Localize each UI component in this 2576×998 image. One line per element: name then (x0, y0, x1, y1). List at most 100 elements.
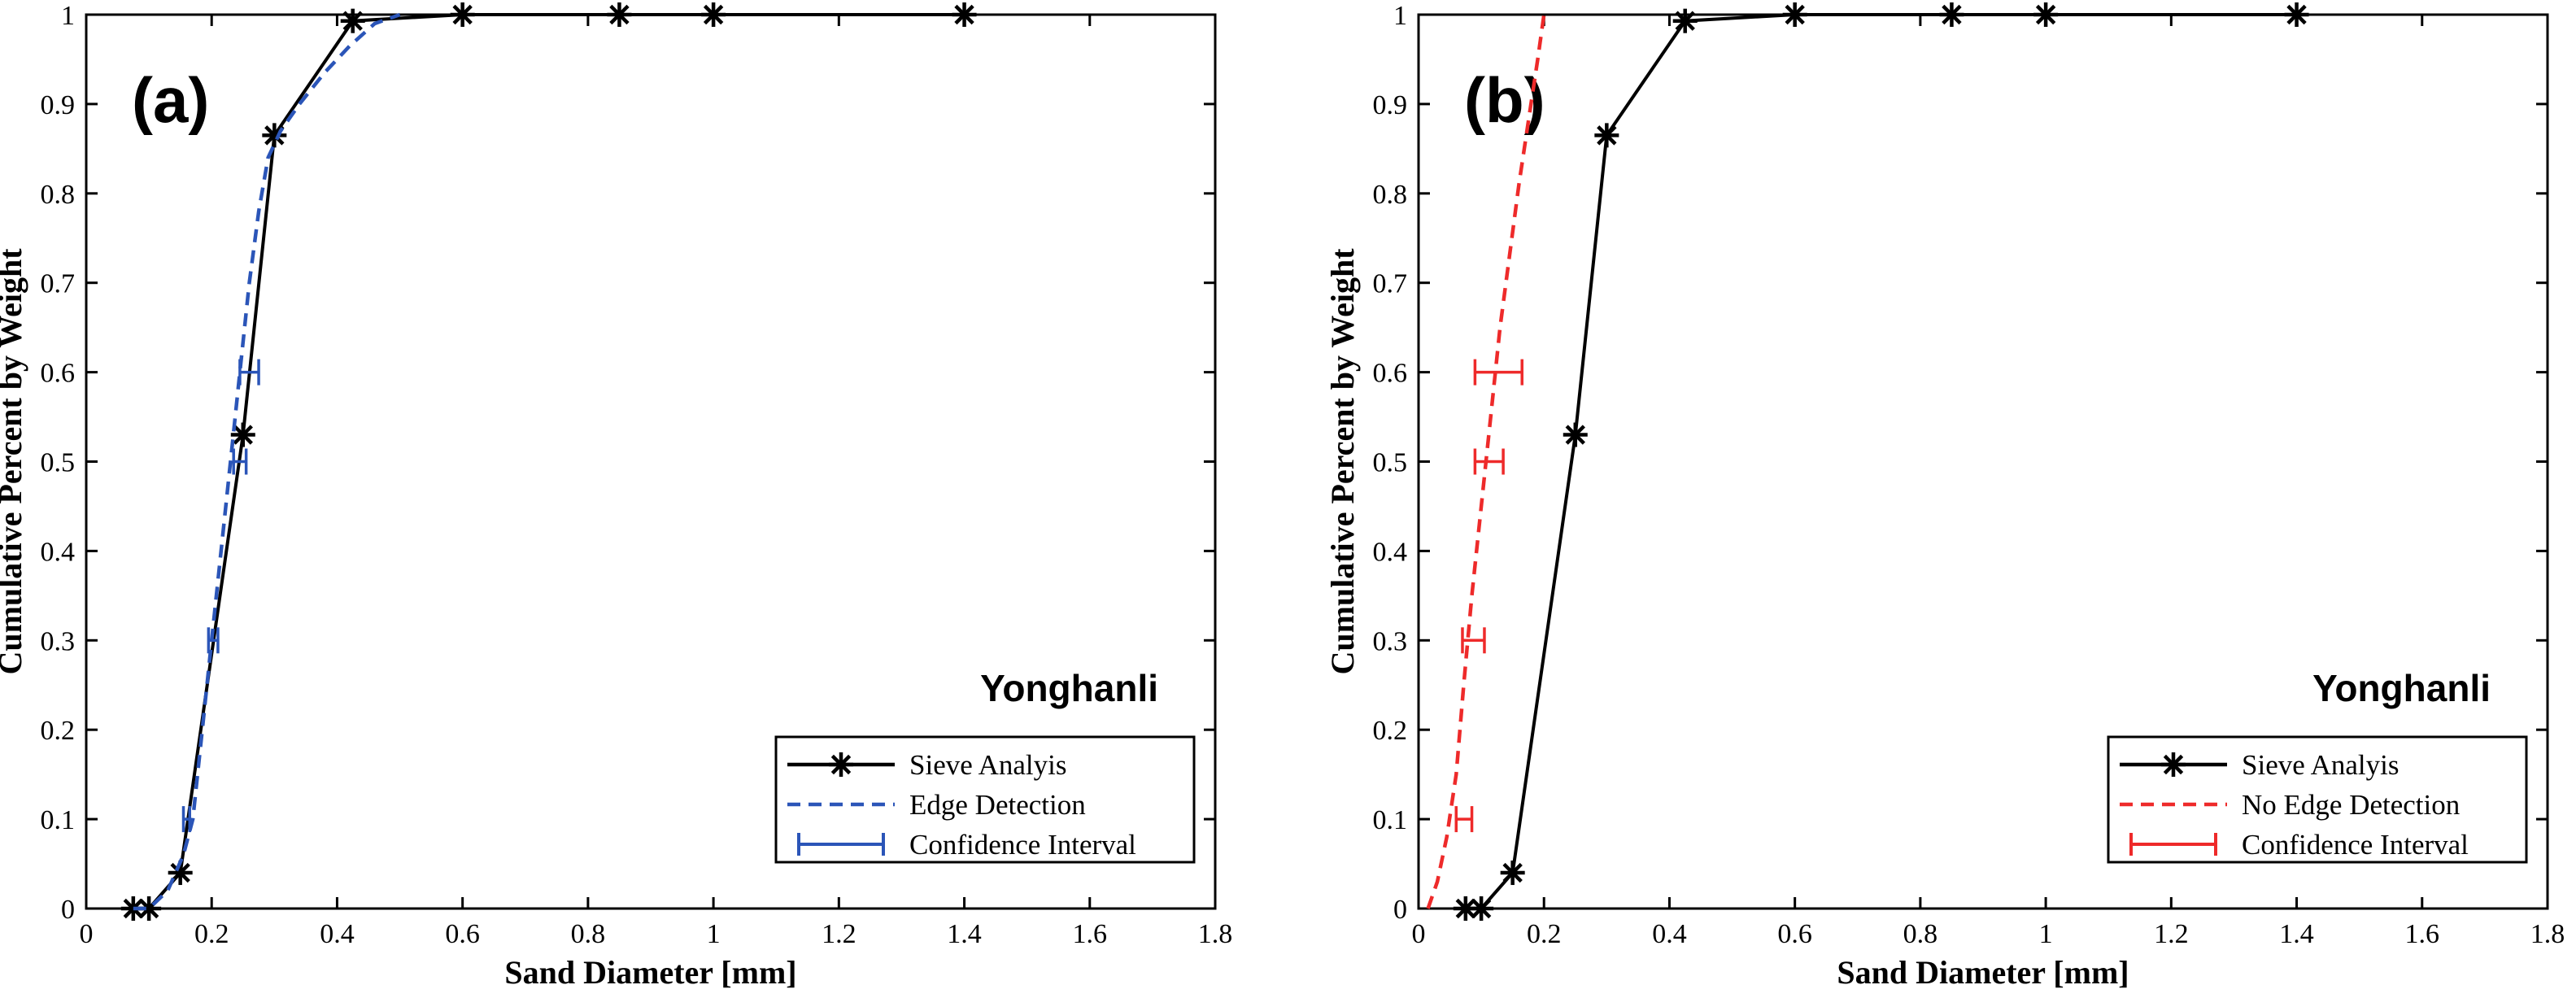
site-annotation: Yonghanli (2312, 667, 2491, 709)
data-point (230, 422, 255, 447)
chart-panel-a: 0 0.2 0.4 0.6 0.8 1 1.2 1.4 1.6 1.8 0 0.1 0.2 0.3 0.4 0… (0, 1, 1232, 991)
legend-entry: No Edge Detection (2120, 789, 2460, 821)
data-point (1672, 8, 1698, 33)
legend-entry: Sieve Analyis (787, 749, 1066, 781)
x-tick-label: 1.8 (2530, 919, 2565, 949)
y-tick-label: 0 (1393, 895, 1407, 925)
y-tick-label: 0.9 (41, 90, 76, 120)
y-tick-label: 0.8 (1373, 180, 1408, 210)
chart-panel-b: 0 0.2 0.4 0.6 0.8 1 1.2 1.4 1.6 1.8 0 0.1 0.2 0.3 0.4 0… (1324, 1, 2565, 991)
legend-label: Confidence Interval (2242, 829, 2469, 861)
legend-label: Sieve Analyis (909, 749, 1066, 781)
y-tick-label: 1 (1393, 1, 1407, 31)
y-tick-label: 0.2 (41, 716, 76, 746)
data-point (1939, 2, 1964, 27)
x-tick-label: 1.6 (1073, 919, 1108, 949)
x-tick-label: 0.2 (194, 919, 229, 949)
x-tick-label: 1 (2039, 919, 2053, 949)
confidence-interval (1473, 359, 1523, 386)
y-tick-label: 0.8 (41, 180, 76, 210)
legend-label: Edge Detection (909, 789, 1086, 821)
y-axis-title: Cumulative Percent by Weight (0, 248, 28, 675)
series-confidence-interval (181, 359, 260, 833)
site-annotation: Yonghanli (980, 667, 1158, 709)
legend-errorbar-icon (2129, 833, 2217, 856)
data-point (1500, 861, 1525, 886)
legend-label: Confidence Interval (909, 829, 1136, 861)
legend: Sieve Analyis Edge Detection Confidence In… (774, 735, 1196, 864)
x-tick-label: 1.6 (2405, 919, 2440, 949)
data-point (262, 123, 287, 148)
x-tick-label: 0.4 (320, 919, 355, 949)
y-tick-label: 0.7 (1373, 269, 1408, 299)
data-point (1782, 2, 1807, 27)
data-point (1563, 422, 1588, 447)
x-tick-label: 1 (707, 919, 721, 949)
y-tick-label: 0.4 (1373, 537, 1408, 567)
data-point (450, 2, 475, 27)
data-point (1453, 896, 1478, 921)
y-axis-title: Cumulative Percent by Weight (1324, 248, 1361, 675)
confidence-interval (1473, 448, 1505, 475)
confidence-interval (207, 627, 220, 654)
x-tick-label: 1.2 (822, 919, 856, 949)
series-sieve-analyis (1453, 2, 2309, 921)
y-tick-label: 0.6 (41, 359, 76, 389)
x-axis-title: Sand Diameter [mm] (1837, 954, 2129, 991)
data-point (2033, 2, 2059, 27)
x-tick-label: 0.2 (1527, 919, 1562, 949)
x-tick-label: 0.4 (1652, 919, 1687, 949)
x-tick-label: 1.2 (2154, 919, 2189, 949)
confidence-interval (181, 806, 191, 833)
data-point (1469, 896, 1494, 921)
series-line (1465, 13, 2297, 910)
data-point (1594, 123, 1619, 148)
legend-label: Sieve Analyis (2242, 749, 2399, 781)
legend-errorbar-icon (797, 833, 885, 856)
x-tick-label: 0 (1412, 919, 1426, 949)
x-tick-label: 0.8 (571, 919, 606, 949)
data-point (607, 2, 632, 27)
y-tick-label: 0.3 (1373, 626, 1408, 656)
data-point (952, 2, 977, 27)
confidence-interval (1454, 806, 1474, 833)
series-sieve-analyis (120, 2, 977, 921)
legend-entry: Confidence Interval (2129, 829, 2469, 861)
x-tick-label: 1.4 (2279, 919, 2314, 949)
series-confidence-interval (1454, 359, 1523, 833)
series-line (133, 13, 965, 910)
y-tick-label: 0.1 (1373, 805, 1408, 835)
data-point (340, 8, 365, 33)
data-point (701, 2, 726, 27)
y-tick-label: 0.6 (1373, 359, 1408, 389)
y-tick-label: 0.7 (41, 269, 76, 299)
x-tick-label: 0.6 (1777, 919, 1812, 949)
legend-label: No Edge Detection (2242, 789, 2460, 821)
y-tick-label: 0.2 (1373, 716, 1408, 746)
x-tick-label: 1.8 (1198, 919, 1233, 949)
x-tick-label: 1.4 (947, 919, 982, 949)
confidence-interval (238, 359, 260, 386)
y-tick-label: 1 (61, 1, 75, 31)
legend-entry: Sieve Analyis (2120, 749, 2399, 781)
x-axis-title: Sand Diameter [mm] (504, 954, 796, 991)
legend-entry: Edge Detection (787, 789, 1086, 821)
y-tick-label: 0.1 (41, 805, 76, 835)
data-point (2284, 2, 2309, 27)
legend-entry: Confidence Interval (797, 829, 1136, 861)
confidence-interval (1461, 627, 1486, 654)
legend-marker-icon (829, 752, 853, 777)
x-tick-label: 0 (80, 919, 94, 949)
panel-label: (a) (132, 64, 209, 136)
y-tick-label: 0.9 (1373, 90, 1408, 120)
y-tick-label: 0.4 (41, 537, 76, 567)
x-tick-label: 0.8 (1903, 919, 1938, 949)
x-tick-label: 0.6 (445, 919, 480, 949)
y-tick-label: 0.3 (41, 626, 76, 656)
y-tick-label: 0.5 (1373, 448, 1408, 478)
legend-marker-icon (2161, 752, 2186, 777)
y-tick-label: 0 (61, 895, 75, 925)
legend: Sieve Analyis No Edge Detection Confidence… (2107, 735, 2528, 864)
y-tick-label: 0.5 (41, 448, 76, 478)
